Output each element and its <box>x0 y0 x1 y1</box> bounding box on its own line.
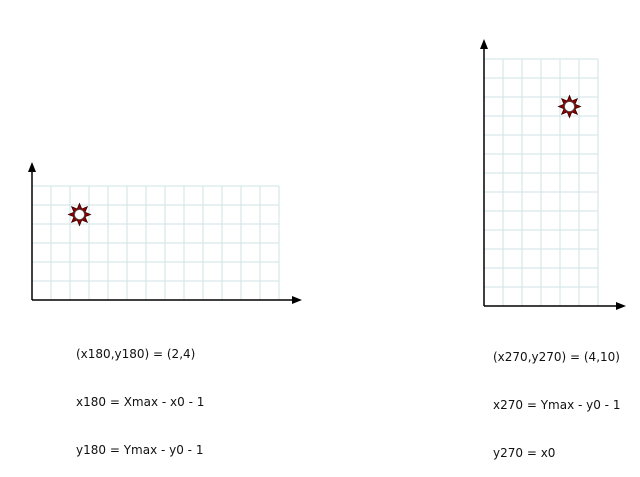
marker-center <box>74 209 85 220</box>
marker-center <box>564 101 575 112</box>
right-x-axis-arrowhead <box>616 302 626 310</box>
left-x-axis-arrowhead <box>292 296 302 304</box>
left-grid <box>32 185 280 300</box>
left-caption-line-2: x180 = Xmax - x0 - 1 <box>76 395 205 409</box>
sun-burst-icon <box>557 94 582 119</box>
right-caption-line-2: x270 = Ymax - y0 - 1 <box>493 398 621 412</box>
sun-burst-icon <box>67 202 92 227</box>
right-y-axis-arrowhead <box>480 39 488 49</box>
left-caption-line-3: y180 = Ymax - y0 - 1 <box>76 443 204 457</box>
right-grid <box>484 58 599 306</box>
right-caption: (x270,y270) = (4,10) x270 = Ymax - y0 - … <box>493 317 620 477</box>
right-caption-line-3: y270 = x0 <box>493 446 556 460</box>
right-caption-line-1: (x270,y270) = (4,10) <box>493 350 620 364</box>
left-grid-panel <box>28 162 302 304</box>
left-caption: (x180,y180) = (2,4) x180 = Xmax - x0 - 1… <box>76 314 204 474</box>
rotation-diagram <box>28 39 626 310</box>
right-grid-panel <box>480 39 626 310</box>
left-y-axis-arrowhead <box>28 162 36 172</box>
left-caption-line-1: (x180,y180) = (2,4) <box>76 347 196 361</box>
